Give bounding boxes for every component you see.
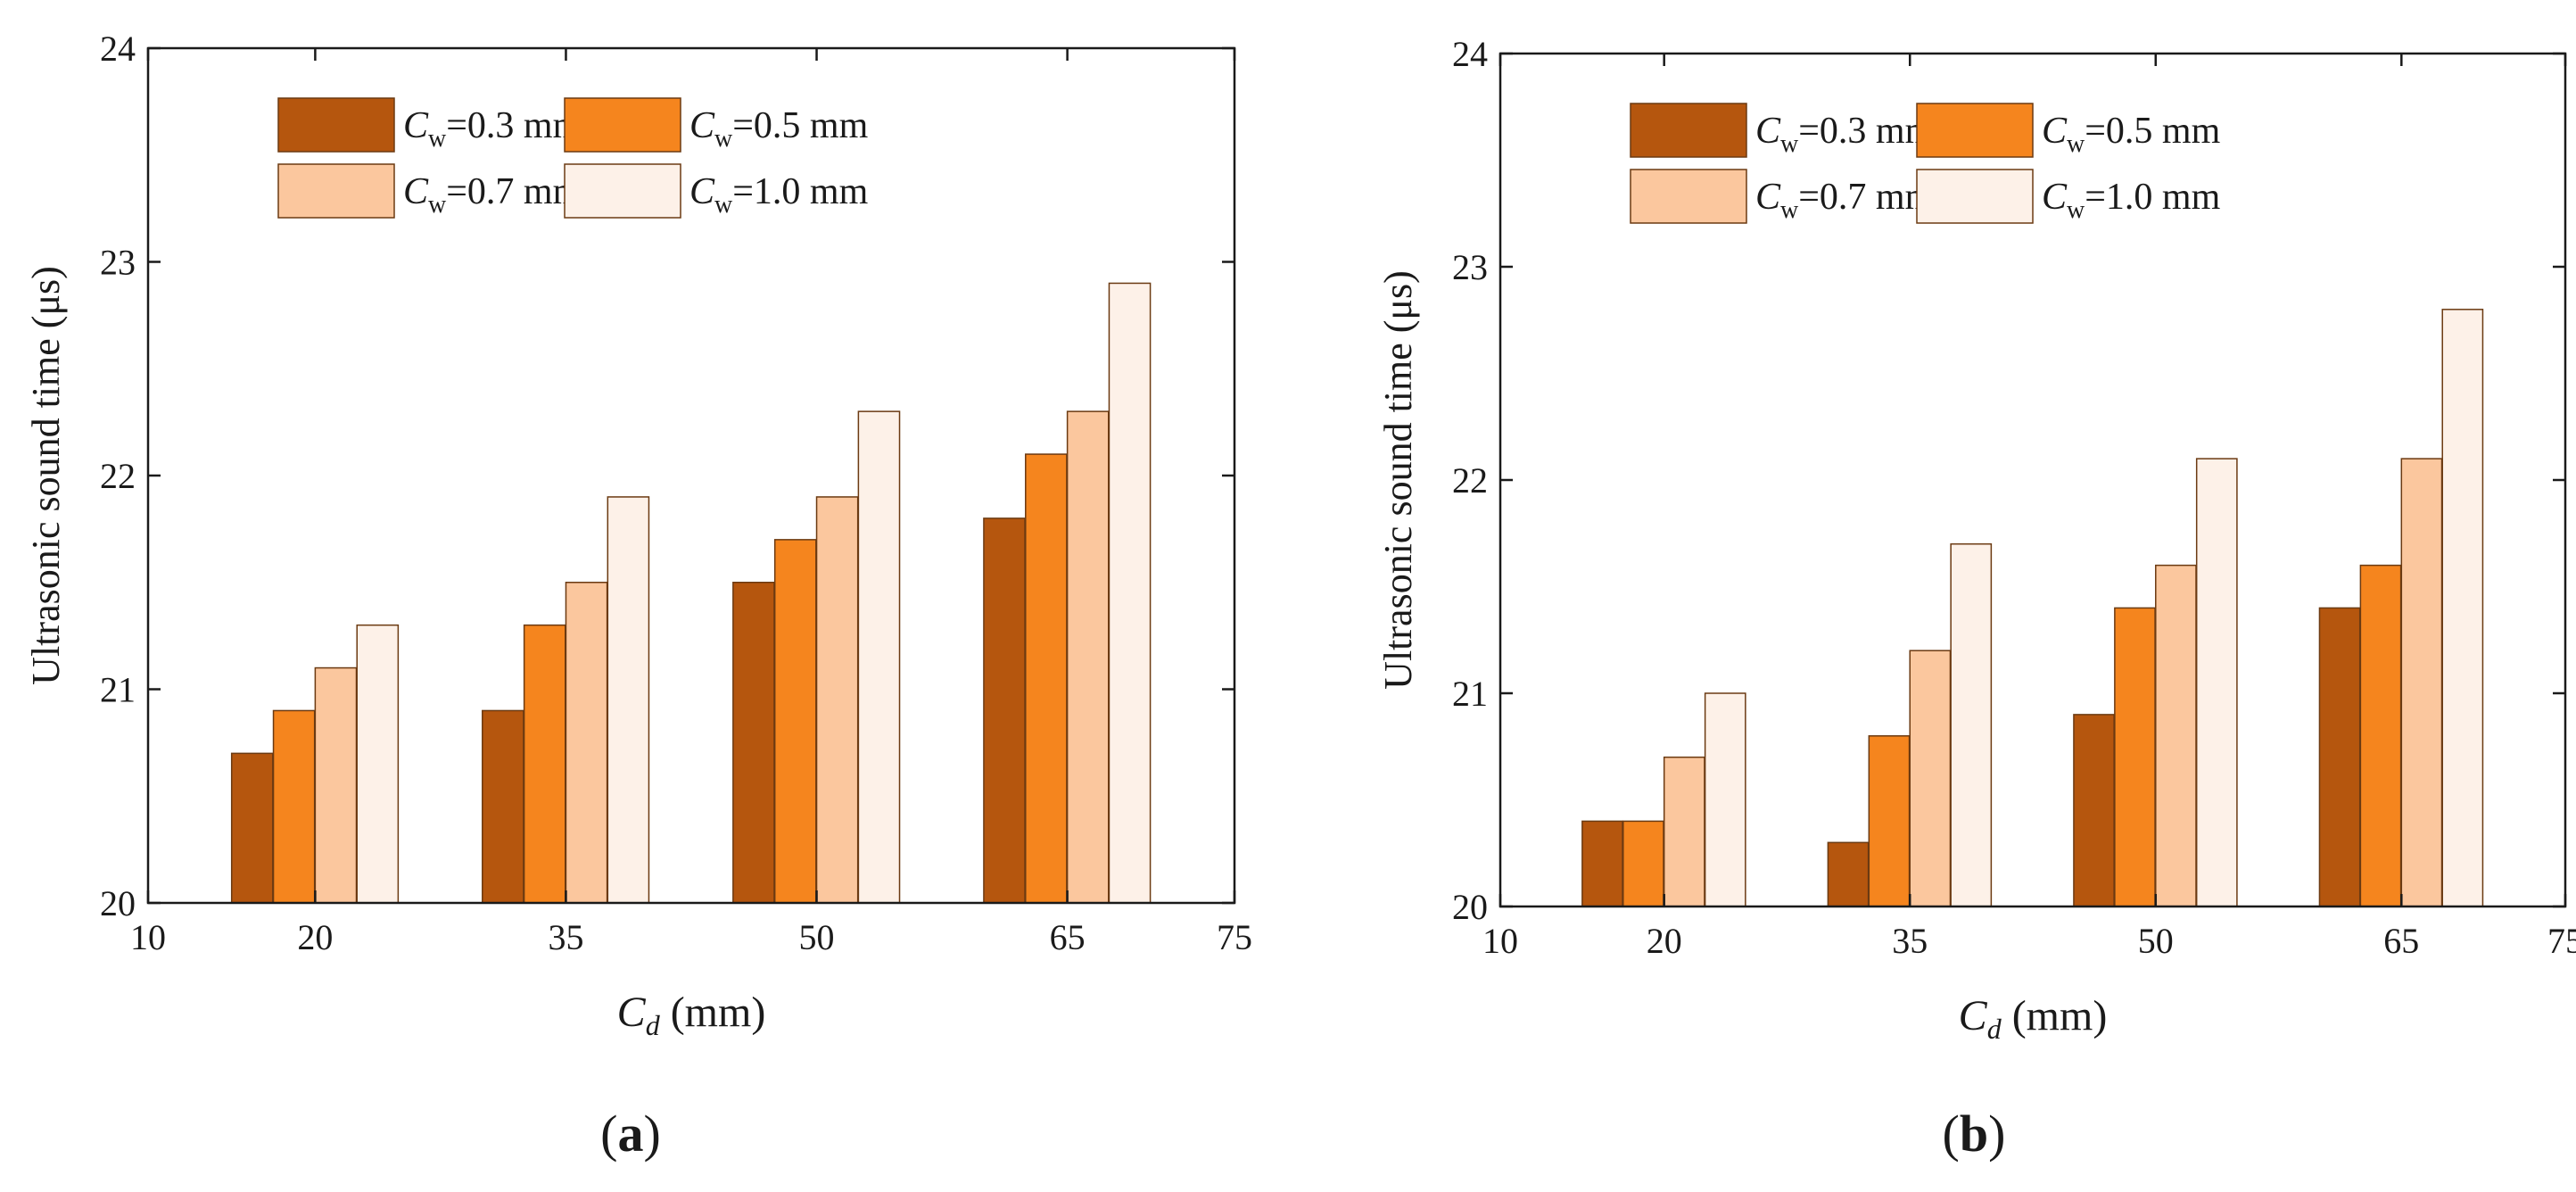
legend-swatch	[1630, 103, 1747, 158]
x-tick-label: 50	[799, 917, 835, 957]
x-tick-label: 10	[1482, 921, 1518, 961]
panel-label: (a)	[600, 1105, 661, 1163]
bar-1_0-35	[607, 496, 650, 904]
bar-1_0-65	[2441, 309, 2484, 907]
legend-entry-0_3: Cw=0.3 mm	[1630, 103, 1935, 158]
y-axis-label: Ultrasonic sound time (μs)	[1376, 270, 1420, 690]
bar-0_5-20	[272, 709, 316, 904]
x-tick-label: 75	[2547, 921, 2576, 961]
bar-1_0-20	[356, 624, 400, 904]
x-tick-label: 50	[2138, 921, 2174, 961]
x-tick-label: 20	[297, 917, 333, 957]
y-tick-label: 23	[1452, 247, 1488, 287]
y-tick-label: 24	[100, 29, 136, 69]
legend-label: Cw=0.5 mm	[2042, 111, 2221, 158]
legend-label: Cw=0.3 mm	[1755, 111, 1935, 158]
y-tick-label: 24	[1452, 34, 1488, 74]
bar-0_3-20	[230, 752, 274, 904]
legend-swatch	[1916, 169, 2034, 224]
bar-0_3-65	[983, 517, 1026, 904]
bar-0_3-50	[2073, 714, 2115, 907]
legend-entry-0_7: Cw=0.7 mm	[277, 163, 582, 219]
bar-0_5-35	[1868, 735, 1911, 907]
y-tick-label: 21	[100, 670, 136, 710]
legend-swatch	[564, 97, 681, 153]
legend-swatch	[277, 163, 395, 219]
y-tick-label: 21	[1452, 674, 1488, 714]
bar-0_3-20	[1581, 820, 1623, 907]
bar-1_0-50	[857, 410, 901, 904]
bar-0_5-50	[773, 539, 817, 904]
bar-0_3-65	[2318, 607, 2361, 907]
x-axis-label: Cd (mm)	[617, 989, 766, 1041]
bar-0_5-20	[1622, 820, 1664, 907]
x-axis-label: Cd (mm)	[1959, 992, 2108, 1045]
bar-0_7-35	[1909, 650, 1952, 907]
bar-0_7-50	[815, 496, 859, 904]
bar-0_7-20	[1663, 756, 1705, 907]
legend-label: Cw=0.5 mm	[689, 105, 869, 153]
bar-0_3-50	[732, 582, 775, 904]
legend-entry-1_0: Cw=1.0 mm	[1916, 169, 2221, 224]
bar-0_3-35	[482, 709, 524, 904]
legend-label: Cw=0.7 mm	[1755, 177, 1935, 224]
legend-label: Cw=0.3 mm	[403, 105, 582, 153]
x-tick-label: 75	[1217, 917, 1252, 957]
legend-entry-0_3: Cw=0.3 mm	[277, 97, 582, 153]
legend-entry-0_7: Cw=0.7 mm	[1630, 169, 1935, 224]
legend-swatch	[1916, 103, 2034, 158]
bar-0_7-20	[314, 666, 358, 904]
x-tick-label: 20	[1647, 921, 1682, 961]
bar-0_7-65	[2400, 458, 2443, 907]
legend-swatch	[1630, 169, 1747, 224]
bar-0_7-35	[565, 582, 608, 904]
y-tick-label: 22	[1452, 460, 1488, 501]
bar-0_7-50	[2155, 564, 2197, 907]
bar-1_0-65	[1108, 282, 1152, 904]
x-tick-label: 35	[1892, 921, 1928, 961]
bar-0_7-65	[1066, 410, 1110, 904]
bar-0_5-50	[2114, 607, 2156, 907]
legend-entry-1_0: Cw=1.0 mm	[564, 163, 869, 219]
legend-label: Cw=1.0 mm	[2042, 177, 2221, 224]
legend-label: Cw=0.7 mm	[403, 171, 582, 219]
y-axis-label: Ultrasonic sound time (μs)	[24, 266, 68, 685]
panel-label: (b)	[1943, 1105, 2006, 1163]
bar-1_0-20	[1704, 692, 1746, 907]
x-tick-label: 65	[1050, 917, 1086, 957]
x-tick-label: 10	[130, 917, 166, 957]
bar-1_0-50	[2195, 458, 2238, 907]
bar-0_5-65	[2359, 564, 2402, 907]
y-tick-label: 23	[100, 243, 136, 283]
legend-entry-0_5: Cw=0.5 mm	[1916, 103, 2221, 158]
y-tick-label: 20	[100, 883, 136, 923]
x-tick-label: 35	[548, 917, 583, 957]
legend-entry-0_5: Cw=0.5 mm	[564, 97, 869, 153]
y-tick-label: 20	[1452, 887, 1488, 927]
y-tick-label: 22	[100, 456, 136, 496]
bar-0_5-65	[1025, 453, 1068, 904]
bar-1_0-35	[1950, 542, 1993, 907]
legend-swatch	[277, 97, 395, 153]
x-tick-label: 65	[2383, 921, 2419, 961]
legend-swatch	[564, 163, 681, 219]
legend-label: Cw=1.0 mm	[689, 171, 869, 219]
bar-0_5-35	[523, 624, 566, 904]
bar-0_3-35	[1827, 841, 1870, 907]
